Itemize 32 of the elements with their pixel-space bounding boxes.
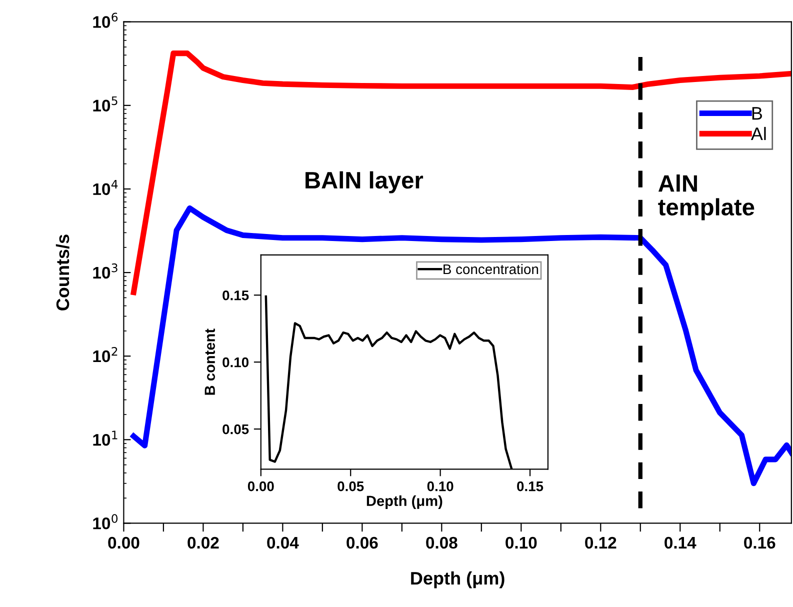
y-tick-label: 10$^{4}$ [93,180,118,196]
y-tick-label: 0.05 [222,424,249,434]
y-tick-label: 10$^{6}$ [93,12,118,28]
y-axis-title: B content [204,328,216,395]
legend-label: B [752,107,762,120]
legend-label: B concentration [444,264,538,274]
x-tick-label: 0.10 [427,481,454,492]
y-tick-label: 10$^{3}$ [93,263,118,279]
x-axis-title: Depth (μm) [366,495,442,509]
y-axis-title: Counts/s [56,234,70,310]
x-axis-title: Depth (μm) [411,571,504,588]
y-tick-label: 0.15 [222,290,249,300]
x-tick-label: 0.15 [517,481,544,492]
y-tick-label: 10$^{2}$ [93,346,118,362]
x-tick-label: 0.04 [267,536,299,549]
x-tick-label: 0.00 [108,536,140,549]
y-tick-label: 0.10 [222,357,249,368]
x-tick-label: 0.16 [744,536,776,549]
x-tick-label: 0.08 [426,536,458,549]
x-tick-label: 0.05 [338,481,364,492]
x-tick-label: 0.14 [664,536,696,549]
y-tick-label: 10$^{1}$ [93,430,118,446]
y-tick-label: 10$^{0}$ [93,514,118,530]
annotation: AlN template [658,174,754,220]
x-tick-label: 0.02 [188,536,219,549]
x-tick-label: 0.00 [248,481,274,492]
legend-label: Al [750,126,766,140]
x-tick-label: 0.12 [585,536,616,549]
annotation: BAlN layer [306,171,424,194]
y-tick-label: 10$^{5}$ [93,96,118,112]
x-tick-label: 0.10 [506,536,537,549]
x-tick-label: 0.06 [346,536,378,549]
